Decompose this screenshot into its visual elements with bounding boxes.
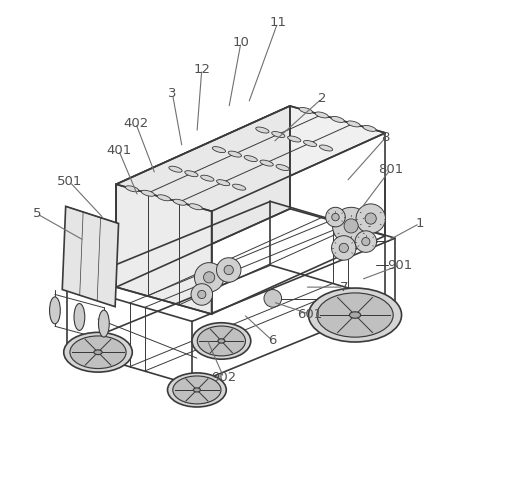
- Ellipse shape: [347, 121, 360, 127]
- Text: 401: 401: [106, 143, 131, 157]
- Ellipse shape: [98, 310, 109, 337]
- Ellipse shape: [349, 312, 361, 318]
- Ellipse shape: [70, 336, 126, 369]
- Ellipse shape: [167, 373, 226, 407]
- Text: 801: 801: [378, 163, 403, 176]
- Ellipse shape: [315, 112, 328, 118]
- Circle shape: [326, 207, 345, 227]
- Circle shape: [332, 214, 339, 221]
- Circle shape: [224, 265, 234, 274]
- Ellipse shape: [319, 145, 332, 151]
- Ellipse shape: [244, 156, 257, 162]
- Ellipse shape: [232, 184, 246, 190]
- Polygon shape: [62, 206, 118, 307]
- Text: 902: 902: [211, 371, 237, 384]
- Circle shape: [331, 236, 356, 260]
- Text: 3: 3: [168, 87, 177, 100]
- Circle shape: [344, 219, 358, 233]
- Ellipse shape: [260, 160, 274, 166]
- Circle shape: [198, 290, 206, 299]
- Text: 10: 10: [232, 36, 249, 49]
- Ellipse shape: [228, 151, 241, 157]
- Ellipse shape: [194, 388, 200, 392]
- Circle shape: [355, 231, 377, 252]
- Text: 501: 501: [57, 175, 82, 189]
- Ellipse shape: [217, 180, 230, 186]
- Ellipse shape: [173, 376, 221, 404]
- Ellipse shape: [169, 166, 182, 172]
- Ellipse shape: [192, 323, 251, 359]
- Ellipse shape: [94, 350, 102, 355]
- Polygon shape: [116, 106, 386, 211]
- Ellipse shape: [173, 199, 186, 205]
- Text: 6: 6: [269, 334, 277, 348]
- Text: 12: 12: [193, 63, 210, 76]
- Text: 11: 11: [269, 16, 286, 29]
- Ellipse shape: [189, 204, 203, 210]
- Ellipse shape: [309, 288, 401, 342]
- Circle shape: [365, 213, 376, 224]
- Ellipse shape: [125, 186, 139, 192]
- Ellipse shape: [331, 116, 345, 122]
- Ellipse shape: [276, 164, 289, 170]
- Ellipse shape: [49, 297, 60, 324]
- Ellipse shape: [64, 332, 132, 372]
- Ellipse shape: [157, 195, 170, 201]
- Circle shape: [264, 290, 281, 307]
- Ellipse shape: [299, 108, 312, 113]
- Text: 7: 7: [340, 281, 348, 294]
- Ellipse shape: [218, 339, 225, 343]
- Ellipse shape: [317, 293, 393, 337]
- Ellipse shape: [271, 132, 285, 137]
- Circle shape: [362, 238, 370, 246]
- Circle shape: [217, 258, 241, 282]
- Text: 1: 1: [416, 217, 424, 230]
- Ellipse shape: [256, 127, 269, 133]
- Circle shape: [332, 207, 370, 245]
- Circle shape: [191, 284, 213, 305]
- Circle shape: [204, 272, 215, 283]
- Ellipse shape: [141, 191, 155, 196]
- Polygon shape: [116, 184, 211, 314]
- Ellipse shape: [288, 136, 301, 142]
- Polygon shape: [116, 106, 290, 287]
- Ellipse shape: [304, 140, 317, 146]
- Circle shape: [339, 244, 348, 252]
- Ellipse shape: [363, 125, 376, 132]
- Ellipse shape: [197, 326, 246, 356]
- Ellipse shape: [185, 171, 198, 177]
- Text: 5: 5: [33, 207, 41, 220]
- Text: 2: 2: [318, 92, 326, 105]
- Ellipse shape: [74, 303, 85, 330]
- Circle shape: [195, 263, 224, 292]
- Circle shape: [356, 204, 386, 233]
- Text: 601: 601: [297, 307, 322, 321]
- Text: 8: 8: [381, 131, 390, 144]
- Ellipse shape: [213, 147, 226, 153]
- Text: 901: 901: [388, 259, 413, 272]
- Text: 402: 402: [123, 116, 148, 130]
- Ellipse shape: [201, 175, 214, 181]
